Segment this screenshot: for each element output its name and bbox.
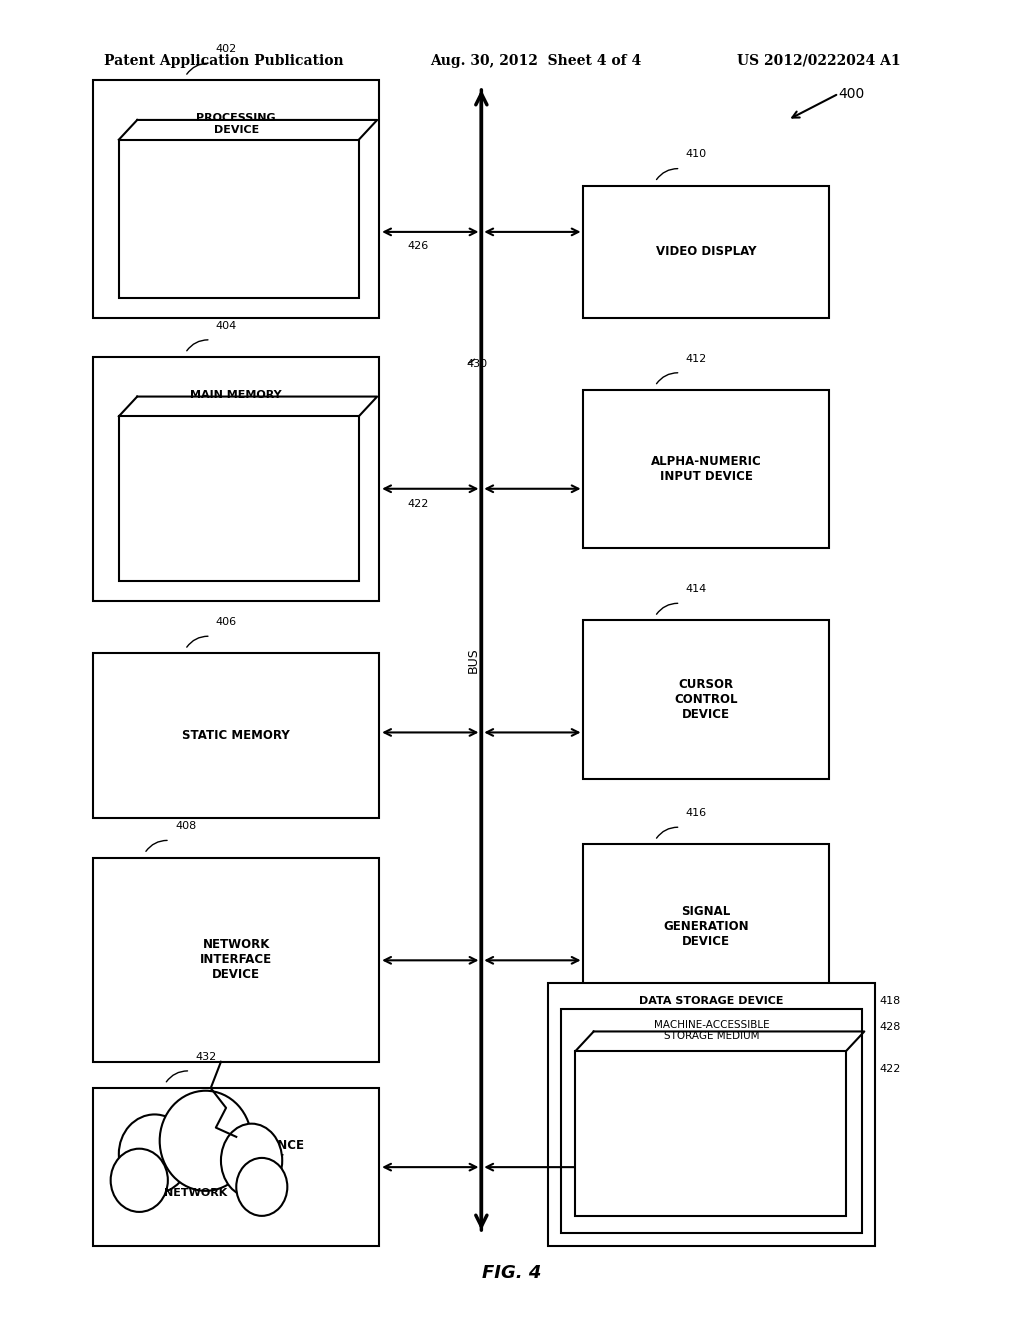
Ellipse shape — [221, 1123, 283, 1197]
Ellipse shape — [119, 1114, 190, 1193]
Text: 400: 400 — [839, 87, 865, 100]
FancyBboxPatch shape — [93, 653, 379, 818]
Text: ABI/API DIFFERENCE
MANAGEMENT
MECHANISM
(INSTRUCTIONS): ABI/API DIFFERENCE MANAGEMENT MECHANISM … — [662, 1111, 760, 1156]
Text: MACHINE-ACCESSIBLE
STORAGE MEDIUM: MACHINE-ACCESSIBLE STORAGE MEDIUM — [654, 1019, 769, 1041]
Text: FIG. 4: FIG. 4 — [482, 1263, 542, 1282]
FancyBboxPatch shape — [575, 1051, 846, 1216]
Text: 410: 410 — [686, 149, 707, 160]
Text: VIDEO DISPLAY: VIDEO DISPLAY — [655, 246, 757, 259]
Text: NETWORK
INTERFACE
DEVICE: NETWORK INTERFACE DEVICE — [201, 939, 272, 981]
Text: ABI/API DIFFERENCE
MANAGEMENT
MECHANISM
MODULE: ABI/API DIFFERENCE MANAGEMENT MECHANISM … — [169, 1138, 304, 1196]
Text: 414: 414 — [686, 585, 707, 594]
Text: SIGNAL
GENERATION
DEVICE: SIGNAL GENERATION DEVICE — [664, 906, 749, 948]
Text: BUS: BUS — [467, 647, 479, 673]
Text: 418: 418 — [880, 995, 901, 1006]
FancyBboxPatch shape — [93, 858, 379, 1061]
Text: MAIN MEMORY: MAIN MEMORY — [190, 389, 282, 400]
Text: Aug. 30, 2012  Sheet 4 of 4: Aug. 30, 2012 Sheet 4 of 4 — [430, 54, 642, 67]
Text: 426: 426 — [408, 242, 429, 251]
Text: ABI/API DIFFERENCE
MANAGEMENT
MECHANISM: ABI/API DIFFERENCE MANAGEMENT MECHANISM — [186, 202, 291, 235]
Text: 420: 420 — [252, 1144, 272, 1155]
FancyBboxPatch shape — [584, 620, 828, 779]
Text: 428: 428 — [880, 1022, 901, 1032]
FancyBboxPatch shape — [584, 186, 828, 318]
Text: ALPHA-NUMERIC
INPUT DEVICE: ALPHA-NUMERIC INPUT DEVICE — [650, 455, 762, 483]
Text: ABI/API DIFFERENCE
MANAGEMENT
MECHANISM
(INSTRUCTIONS): ABI/API DIFFERENCE MANAGEMENT MECHANISM … — [186, 477, 291, 521]
Text: CURSOR
CONTROL
DEVICE: CURSOR CONTROL DEVICE — [674, 678, 737, 721]
Text: STATIC MEMORY: STATIC MEMORY — [182, 729, 290, 742]
FancyBboxPatch shape — [93, 81, 379, 318]
Text: 402: 402 — [216, 44, 238, 54]
Text: 422: 422 — [408, 499, 429, 510]
Text: 430: 430 — [466, 359, 487, 368]
Text: 432: 432 — [196, 1052, 217, 1061]
Text: 404: 404 — [216, 321, 238, 331]
Text: 412: 412 — [686, 354, 707, 363]
FancyBboxPatch shape — [93, 356, 379, 601]
Text: NETWORK: NETWORK — [164, 1188, 227, 1199]
Text: 406: 406 — [216, 616, 237, 627]
Text: DATA STORAGE DEVICE: DATA STORAGE DEVICE — [639, 995, 783, 1006]
Text: 422: 422 — [880, 1064, 901, 1074]
FancyBboxPatch shape — [548, 982, 874, 1246]
FancyBboxPatch shape — [584, 845, 828, 1008]
FancyBboxPatch shape — [119, 140, 358, 298]
Text: US 2012/0222024 A1: US 2012/0222024 A1 — [736, 54, 900, 67]
Ellipse shape — [237, 1158, 288, 1216]
FancyBboxPatch shape — [93, 1088, 379, 1246]
Text: 416: 416 — [686, 808, 707, 818]
FancyBboxPatch shape — [561, 1008, 862, 1233]
Text: PROCESSING
DEVICE: PROCESSING DEVICE — [197, 114, 276, 135]
FancyBboxPatch shape — [584, 389, 828, 548]
Text: Patent Application Publication: Patent Application Publication — [103, 54, 343, 67]
Ellipse shape — [160, 1090, 252, 1191]
Ellipse shape — [111, 1148, 168, 1212]
FancyBboxPatch shape — [119, 416, 358, 581]
Text: 408: 408 — [175, 821, 197, 832]
